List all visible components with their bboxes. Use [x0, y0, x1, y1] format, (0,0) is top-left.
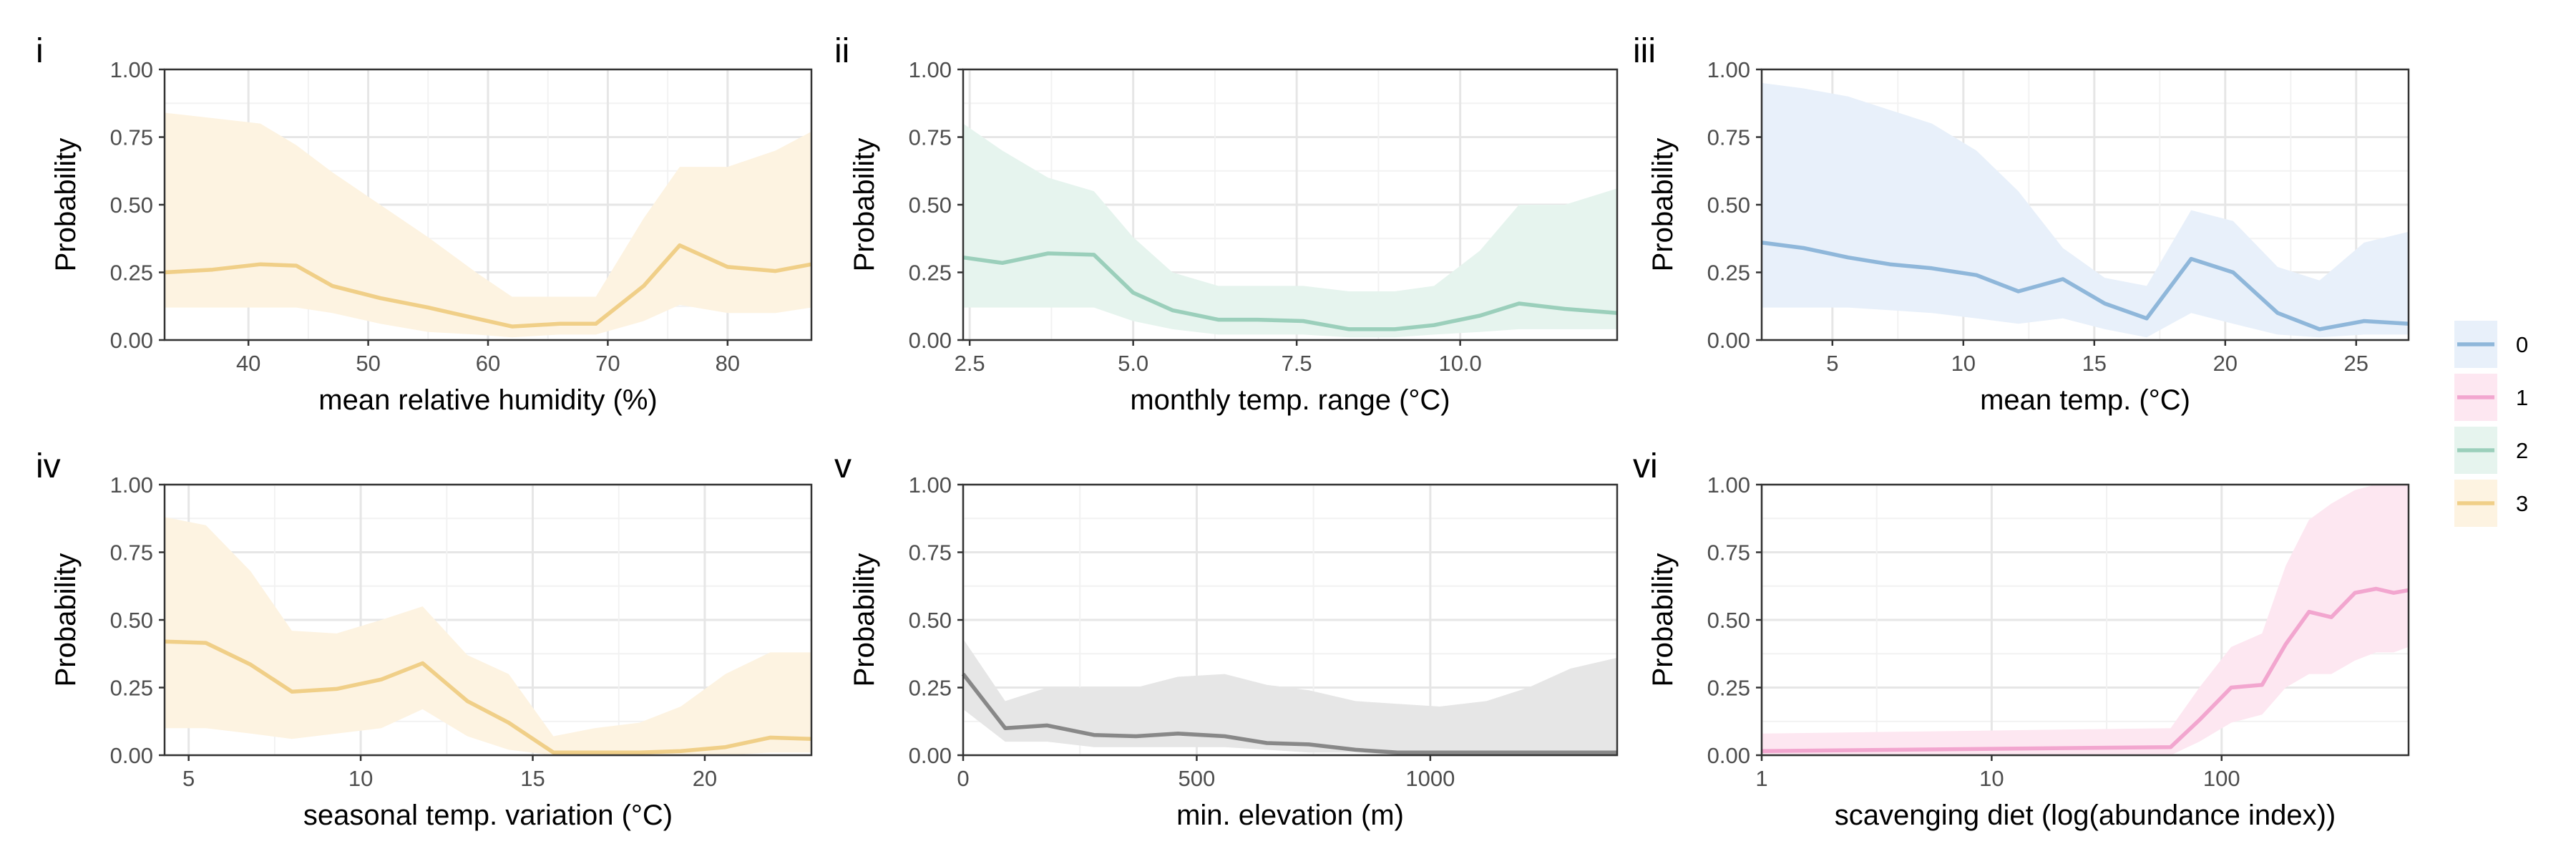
x-axis-title: monthly temp. range (°C)	[1130, 384, 1450, 416]
x-tick-label: 0	[957, 766, 969, 791]
series-line	[962, 251, 1618, 331]
y-tick-label: 1.00	[909, 472, 952, 498]
y-tick-label: 0.50	[909, 193, 952, 218]
panel-iv: 0.00 0.25 0.50 0.75 1.00 5 10 15 20 seasonal temp…	[36, 447, 813, 831]
series-line	[1761, 241, 2409, 331]
x-axis-title: seasonal temp. variation (°C)	[303, 800, 673, 831]
confidence-ribbon	[1762, 82, 2409, 338]
x-axis-title: scavenging diet (log(abundance index))	[1835, 800, 2336, 831]
y-tick-label: 0.00	[909, 743, 952, 768]
x-tick-label: 10.0	[1438, 351, 1481, 376]
y-tick-label: 0.75	[1707, 125, 1750, 150]
x-axis-title: min. elevation (m)	[1176, 800, 1404, 831]
y-tick-label: 0.50	[110, 608, 153, 633]
panel-i: 0.00 0.25 0.50 0.75 1.00 40 50 60 70 80 mean relat…	[36, 32, 813, 416]
legend-item: 2	[2454, 427, 2528, 474]
y-axis-title: Probability	[50, 138, 82, 272]
x-tick-label: 1	[1755, 766, 1767, 791]
y-axis-title: Probability	[849, 553, 880, 687]
y-tick-label: 1.00	[1707, 57, 1750, 82]
y-tick-label: 0.75	[1707, 540, 1750, 566]
y-axis-title: Probability	[1647, 553, 1679, 687]
y-tick-label: 0.50	[909, 608, 952, 633]
x-tick-label: 20	[693, 766, 717, 791]
x-tick-label: 15	[520, 766, 545, 791]
x-tick-label: 2.5	[955, 351, 985, 376]
confidence-ribbon	[963, 639, 1617, 755]
x-tick-label: 60	[476, 351, 500, 376]
series-line	[961, 672, 1617, 754]
panel-vi: 0.00 0.25 0.50 0.75 1.00 1 10 100 scavenging die…	[1633, 447, 2410, 831]
x-tick-label: 15	[2082, 351, 2107, 376]
x-tick-label: 70	[595, 351, 620, 376]
panel-label: ii	[834, 32, 849, 70]
y-axis-title: Probability	[1647, 138, 1679, 272]
y-tick-label: 0.25	[909, 676, 952, 701]
x-tick-label: 10	[348, 766, 373, 791]
x-tick-label: 20	[2213, 351, 2238, 376]
y-tick-label: 1.00	[909, 57, 952, 82]
y-tick-label: 0.00	[1707, 743, 1750, 768]
y-tick-label: 0.75	[909, 125, 952, 150]
x-tick-label: 10	[1951, 351, 1976, 376]
legend-label: 3	[2516, 491, 2528, 516]
panel-label: v	[834, 447, 852, 485]
series-line	[164, 243, 812, 329]
x-tick-label: 7.5	[1282, 351, 1312, 376]
x-tick-label: 1000	[1405, 766, 1455, 791]
panel-label: iii	[1633, 32, 1656, 70]
y-tick-label: 0.25	[110, 261, 153, 286]
legend-label: 0	[2516, 332, 2528, 357]
panel-iii: 0.00 0.25 0.50 0.75 1.00 5 10 15 20 25 mean temp. …	[1633, 32, 2410, 416]
x-tick-label: 25	[2344, 351, 2368, 376]
y-tick-label: 0.00	[1707, 328, 1750, 353]
panel-label: vi	[1633, 447, 1658, 485]
x-tick-label: 5	[1826, 351, 1838, 376]
x-tick-label: 5	[182, 766, 195, 791]
legend-label: 1	[2516, 385, 2528, 410]
legend-item: 3	[2454, 480, 2528, 527]
y-axis-title: Probability	[849, 138, 880, 272]
legend-label: 2	[2516, 438, 2528, 463]
y-tick-label: 0.25	[1707, 261, 1750, 286]
legend-item: 0	[2454, 321, 2528, 368]
x-tick-label: 500	[1179, 766, 1216, 791]
y-tick-label: 1.00	[110, 472, 153, 498]
x-tick-label: 80	[716, 351, 740, 376]
y-tick-label: 0.00	[110, 328, 153, 353]
x-axis-title: mean temp. (°C)	[1980, 384, 2190, 416]
x-tick-label: 40	[236, 351, 260, 376]
x-axis-title: mean relative humidity (%)	[318, 384, 658, 416]
legend: 0 1 2 3	[2454, 321, 2528, 527]
y-tick-label: 0.75	[909, 540, 952, 566]
y-tick-label: 0.00	[110, 743, 153, 768]
y-tick-label: 0.50	[1707, 608, 1750, 633]
y-tick-label: 1.00	[1707, 472, 1750, 498]
panel-label: i	[36, 32, 44, 70]
y-tick-label: 0.25	[909, 261, 952, 286]
panel-ii: 0.00 0.25 0.50 0.75 1.00 2.5 5.0 7.5 10.0 monthly…	[834, 32, 1619, 416]
confidence-ribbon	[165, 517, 811, 755]
x-tick-label: 10	[1979, 766, 2004, 791]
x-tick-label: 50	[356, 351, 380, 376]
y-axis-title: Probability	[50, 553, 82, 687]
y-tick-label: 0.50	[110, 193, 153, 218]
x-tick-label: 5.0	[1118, 351, 1148, 376]
panel-label: iv	[36, 447, 61, 485]
y-tick-label: 0.50	[1707, 193, 1750, 218]
y-tick-label: 0.75	[110, 540, 153, 566]
series-line	[1761, 586, 2409, 754]
legend-item: 1	[2454, 374, 2528, 421]
x-tick-label: 100	[2203, 766, 2240, 791]
y-tick-label: 0.75	[110, 125, 153, 150]
series-line	[164, 639, 812, 754]
y-tick-label: 0.25	[1707, 676, 1750, 701]
y-tick-label: 0.25	[110, 676, 153, 701]
y-tick-label: 0.00	[909, 328, 952, 353]
y-tick-label: 1.00	[110, 57, 153, 82]
